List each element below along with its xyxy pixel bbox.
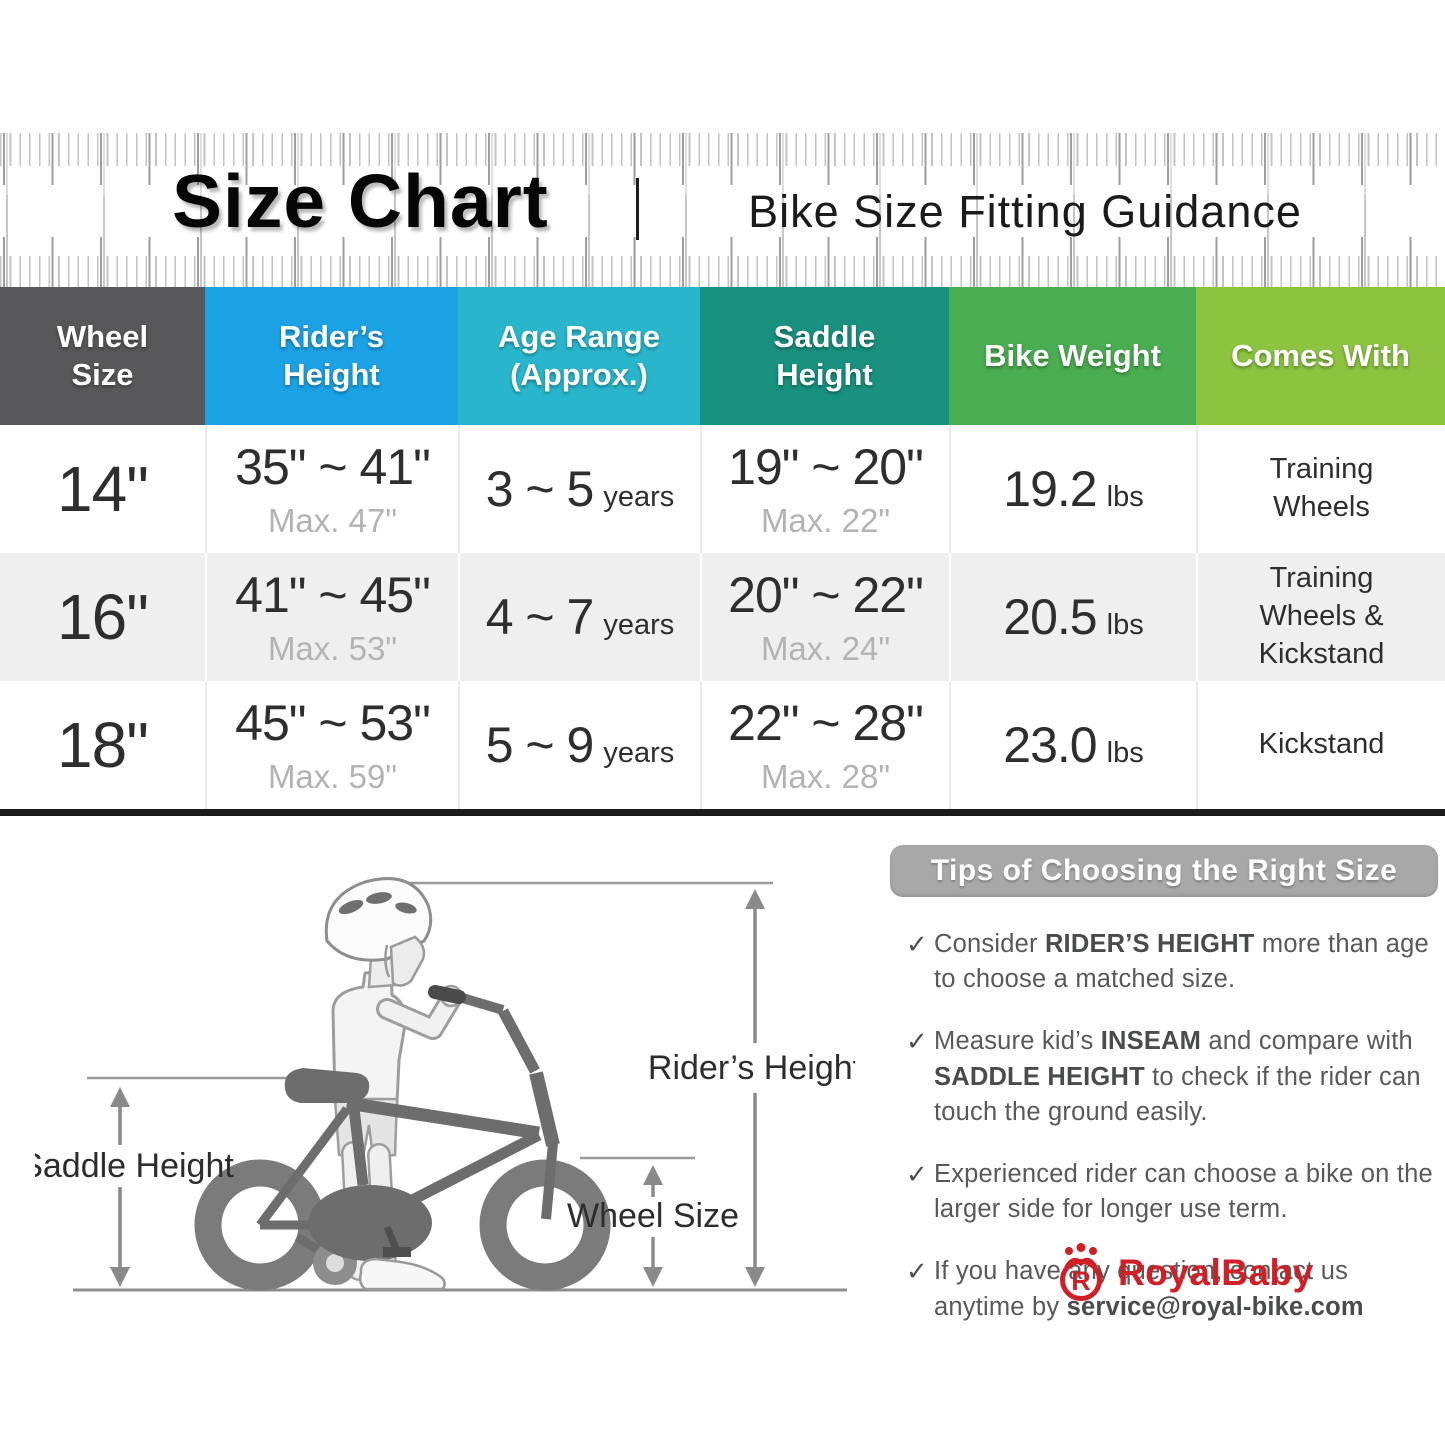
riders-height-cell: 41" ~ 45" Max. 53": [205, 553, 458, 681]
header-riders-height: Rider’s Height: [205, 287, 458, 425]
comes-with-cell: Training Wheels & Kickstand: [1196, 553, 1445, 681]
tips-list: ✓ Consider RIDER’S HEIGHT more than age …: [890, 927, 1442, 1325]
tips-panel: Tips of Choosing the Right Size ✓ Consid…: [890, 845, 1442, 1352]
header-bike-weight: Bike Weight: [949, 287, 1196, 425]
shoe: [358, 1257, 446, 1291]
header-comes-with: Comes With: [1196, 287, 1445, 425]
age-range-cell: 4 ~ 7 years: [458, 553, 700, 681]
check-icon: ✓: [906, 1256, 928, 1287]
wheel-size-cell: 14": [57, 453, 149, 525]
measure-arrows: [118, 905, 757, 1271]
title-divider: [636, 178, 639, 240]
page-subtitle: Bike Size Fitting Guidance: [748, 186, 1302, 237]
front-wheel: [479, 1159, 611, 1291]
saddle: [284, 1068, 370, 1103]
bike-weight-cell: 20.5 lbs: [949, 553, 1196, 681]
royalbaby-crown-icon: R: [1060, 1243, 1102, 1301]
age-range-cell: 5 ~ 9 years: [458, 681, 700, 809]
svg-text:R: R: [1071, 1266, 1091, 1296]
table-row-18: 18" 45" ~ 53" Max. 59" 5 ~ 9 years 22" ~ …: [0, 681, 1445, 809]
saddle-height-cell: 19" ~ 20" Max. 22": [700, 425, 949, 553]
bike-fit-diagram: Rider’s Height Saddle Height Wheel Size: [35, 877, 855, 1292]
check-icon: ✓: [906, 1026, 928, 1057]
size-table: Wheel Size Rider’s Height Age Range (App…: [0, 287, 1445, 816]
saddle-height-cell: 20" ~ 22" Max. 24": [700, 553, 949, 681]
table-row-16: 16" 41" ~ 45" Max. 53" 4 ~ 7 years 20" ~ …: [0, 553, 1445, 681]
check-icon: ✓: [906, 929, 928, 959]
header-age-range: Age Range (Approx.): [458, 287, 700, 425]
riders-height-cell: 45" ~ 53" Max. 59": [205, 681, 458, 809]
rider-height-label: Rider’s Height: [648, 1049, 855, 1087]
handlebar-grip: [428, 985, 466, 1004]
tip-item: ✓ If you have any question, contact us a…: [890, 1254, 1442, 1324]
face: [389, 935, 426, 987]
bike-silhouette: [194, 985, 611, 1291]
brand-wordmark: RoyalBaby: [1118, 1252, 1314, 1293]
chainguard: [308, 1185, 432, 1261]
age-range-cell: 3 ~ 5 years: [458, 425, 700, 553]
brand-logo: R RoyalBaby: [1052, 1243, 1314, 1303]
table-row-14: 14" 35" ~ 41" Max. 47" 3 ~ 5 years 19" ~ …: [0, 425, 1445, 553]
arrowheads: [110, 889, 765, 1287]
header-wheel-size: Wheel Size: [0, 287, 205, 425]
header-saddle-height: Saddle Height: [700, 287, 949, 425]
table-header-row: Wheel Size Rider’s Height Age Range (App…: [0, 287, 1445, 425]
wheel-size-cell: 16": [57, 581, 149, 653]
wheel-size-cell: 18": [57, 709, 149, 781]
wheel-size-label: Wheel Size: [567, 1197, 739, 1235]
comes-with-cell: Training Wheels: [1196, 425, 1445, 553]
tip-item: ✓ Consider RIDER’S HEIGHT more than age …: [890, 927, 1442, 997]
comes-with-cell: Kickstand: [1196, 681, 1445, 809]
child-figure: [324, 877, 463, 1281]
riders-height-cell: 35" ~ 41" Max. 47": [205, 425, 458, 553]
helmet: [324, 877, 433, 962]
bike-weight-cell: 19.2 lbs: [949, 425, 1196, 553]
saddle-height-cell: 22" ~ 28" Max. 28": [700, 681, 949, 809]
tip-item: ✓ Measure kid’s INSEAM and compare with …: [890, 1024, 1442, 1130]
bike-weight-cell: 23.0 lbs: [949, 681, 1196, 809]
tip-item: ✓ Experienced rider can choose a bike on…: [890, 1157, 1442, 1227]
saddle-height-label: Saddle Height: [35, 1147, 234, 1185]
tips-header: Tips of Choosing the Right Size: [890, 845, 1438, 897]
page-title: Size Chart: [172, 159, 549, 243]
check-icon: ✓: [906, 1158, 928, 1189]
pedal: [383, 1247, 411, 1257]
